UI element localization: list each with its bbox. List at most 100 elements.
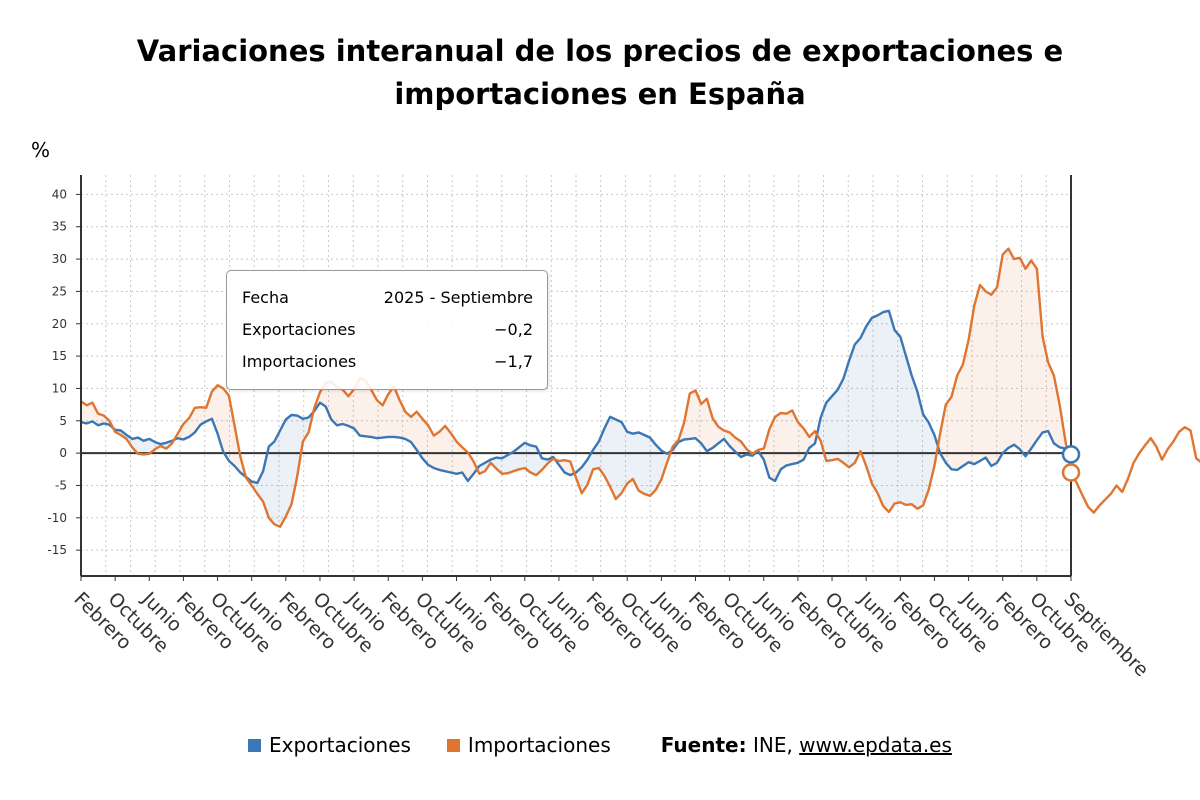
tooltip-exports-label: Exportaciones xyxy=(242,320,356,339)
difference-fill-segment xyxy=(81,401,87,424)
difference-fill-segment xyxy=(325,381,332,420)
difference-fill-segment xyxy=(775,413,781,481)
difference-fill-segment xyxy=(1048,362,1054,444)
difference-fill-segment xyxy=(331,381,338,426)
difference-fill-segment xyxy=(604,416,611,487)
difference-fill-segment xyxy=(974,284,980,465)
legend-item-imports[interactable]: Importaciones xyxy=(446,733,611,757)
tooltip-imports-value: −1,7 xyxy=(494,352,533,371)
y-axis-unit-label: % xyxy=(31,138,51,162)
difference-fill-segment xyxy=(843,360,850,468)
y-tick-label: -5 xyxy=(55,478,67,492)
difference-fill-segment xyxy=(274,430,281,527)
y-tick-label: 20 xyxy=(52,317,67,331)
difference-fill-segment xyxy=(507,451,514,474)
difference-fill-segment xyxy=(900,336,906,505)
difference-fill-segment xyxy=(706,398,713,452)
y-tick-label: 35 xyxy=(52,220,67,234)
difference-fill-segment xyxy=(280,419,286,527)
legend-label-exports: Exportaciones xyxy=(269,733,411,757)
chart-title: Variaciones interanual de los precios de… xyxy=(136,34,1064,111)
end-marker-importaciones xyxy=(1061,463,1081,482)
difference-fill-segment xyxy=(997,254,1003,463)
difference-fills xyxy=(81,248,1071,527)
y-tick-label: 30 xyxy=(52,252,67,266)
difference-fill-segment xyxy=(376,400,383,439)
difference-fill-segment xyxy=(1014,257,1020,450)
difference-fill-segment xyxy=(621,422,628,494)
difference-fill-segment xyxy=(228,395,235,467)
y-tick-label: -10 xyxy=(47,511,67,525)
difference-fill-segment xyxy=(786,410,793,466)
y-tick-labels: -15 -10 -5 0 5 10 15 20 25 30 35 40 xyxy=(47,187,67,557)
difference-fill-segment xyxy=(416,411,423,459)
difference-fill-segment xyxy=(940,404,946,463)
difference-fill-segment xyxy=(200,407,207,425)
difference-fill-segment xyxy=(1008,248,1015,448)
y-tick-label: 15 xyxy=(52,349,67,363)
difference-fill-segment xyxy=(644,435,650,496)
difference-fill-segment xyxy=(132,437,138,454)
difference-fill-segment xyxy=(456,441,463,474)
difference-fill-segment xyxy=(285,414,292,517)
difference-fill-segment xyxy=(428,425,434,468)
difference-fill-segment xyxy=(638,432,645,494)
difference-fill-segment xyxy=(877,312,884,507)
difference-fill-segment xyxy=(780,413,787,470)
y-tick-label: 40 xyxy=(52,187,67,201)
difference-fill-segment xyxy=(632,432,639,491)
difference-fill-segment xyxy=(354,378,360,436)
x-tick-labels: FebreroOctubreJunioFebreroOctubreJunioFe… xyxy=(69,587,1152,681)
difference-fill-segment xyxy=(968,305,975,465)
axes xyxy=(76,175,1072,581)
difference-fill-segment xyxy=(888,310,895,512)
difference-fill-segment xyxy=(1053,375,1060,448)
source-label: Fuente: xyxy=(660,733,747,757)
difference-fill-segment xyxy=(792,410,798,465)
difference-fill-segment xyxy=(337,387,343,426)
end-marker-exportaciones xyxy=(1061,445,1081,464)
difference-fill-segment xyxy=(302,417,309,442)
difference-fill-segment xyxy=(519,442,525,470)
tooltip-exports-value: −0,2 xyxy=(494,320,533,339)
end-markers xyxy=(1061,445,1081,482)
legend: Exportaciones Importaciones Fuente: INE,… xyxy=(248,733,952,757)
legend-label-imports: Importaciones xyxy=(467,733,611,757)
difference-fill-segment xyxy=(923,414,929,506)
difference-fill-segment xyxy=(411,411,417,450)
difference-fill-segment xyxy=(627,431,633,484)
tooltip-row-imports: Importaciones −1,7 xyxy=(242,352,533,384)
difference-fill-segment xyxy=(769,416,776,481)
difference-fill-segment xyxy=(365,380,372,437)
difference-fill-segment xyxy=(701,398,707,452)
difference-fill-segment xyxy=(189,407,195,437)
difference-fill-segment xyxy=(268,441,275,525)
difference-fill-segment xyxy=(388,386,394,437)
difference-fill-segment xyxy=(502,455,508,474)
difference-fill-segment xyxy=(917,391,924,509)
difference-fill-segment xyxy=(1025,260,1032,457)
difference-fill-segment xyxy=(928,422,935,490)
difference-fill-segment xyxy=(359,378,366,437)
source-link[interactable]: www.epdata.es xyxy=(799,733,952,757)
difference-fill-segment xyxy=(655,444,662,490)
difference-fill-segment xyxy=(1019,257,1026,457)
difference-fill-segment xyxy=(143,438,150,455)
tooltip-imports-label: Importaciones xyxy=(242,352,357,371)
difference-fill-segment xyxy=(689,390,696,439)
difference-fill-segment xyxy=(223,388,229,461)
difference-fill-segment xyxy=(524,442,531,473)
difference-fill-segment xyxy=(723,430,730,446)
tooltip-date-value: 2025 - Septiembre xyxy=(383,288,533,307)
difference-fill-segment xyxy=(854,337,861,463)
legend-item-exports[interactable]: Exportaciones xyxy=(248,733,411,757)
y-tick-label: 0 xyxy=(59,446,67,460)
difference-fill-segment xyxy=(405,411,411,443)
difference-fill-segment xyxy=(371,389,377,439)
difference-fill-segment xyxy=(1031,260,1037,449)
difference-fill-segment xyxy=(137,437,144,455)
difference-fill-segment xyxy=(342,389,349,426)
data-tooltip: Fecha 2025 - Septiembre Exportaciones −0… xyxy=(226,270,548,390)
difference-fill-segment xyxy=(951,375,958,470)
